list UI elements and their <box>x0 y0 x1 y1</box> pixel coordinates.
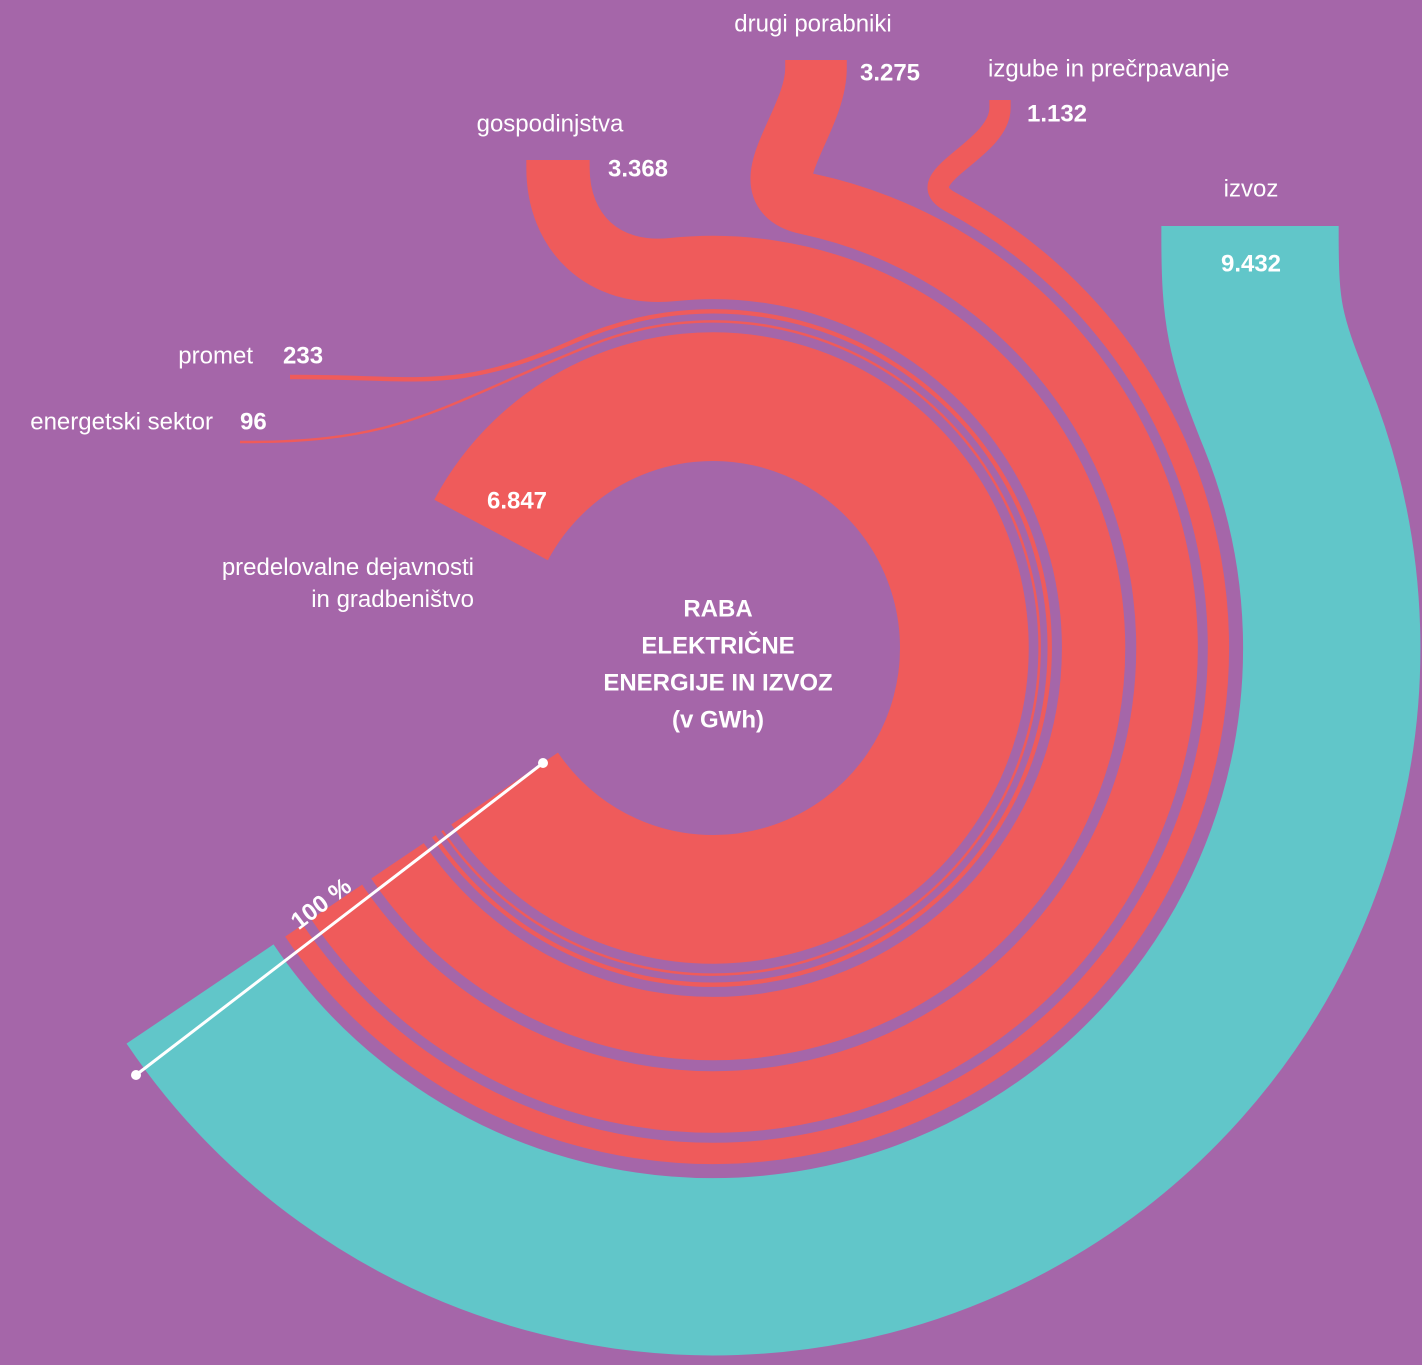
reference-dot <box>538 758 548 768</box>
flow-band <box>285 100 1230 1165</box>
flow-band <box>126 226 1421 1356</box>
chart-title: ELEKTRIČNE <box>641 631 794 659</box>
value-label: 1.132 <box>1027 100 1087 127</box>
category-label: izgube in prečrpavanje <box>988 55 1230 82</box>
category-label: energetski sektor <box>30 408 213 435</box>
flow-band <box>434 332 1029 964</box>
chart-title: ENERGIJE IN IZVOZ <box>603 669 832 696</box>
reference-line <box>135 761 544 1077</box>
chart-title: (v GWh) <box>672 706 764 733</box>
category-label: promet <box>178 342 253 369</box>
value-label: 6.847 <box>487 487 547 514</box>
category-label: gospodinjstva <box>477 110 624 137</box>
reference-dot <box>131 1070 141 1080</box>
value-label: 96 <box>240 408 267 435</box>
value-label: 3.368 <box>608 155 668 182</box>
flow-band <box>371 160 1126 1061</box>
category-label: drugi porabniki <box>734 10 891 37</box>
flow-band <box>290 309 1052 987</box>
value-label: 3.275 <box>860 59 920 86</box>
value-label: 9.432 <box>1221 250 1281 277</box>
flow-band <box>311 60 1198 1133</box>
category-label: predelovalne dejavnosti in gradbeništvo <box>221 554 474 613</box>
category-label: izvoz <box>1224 175 1279 202</box>
value-label: 233 <box>283 342 323 369</box>
chart-title: RABA <box>683 595 752 622</box>
flow-band <box>240 320 1041 976</box>
